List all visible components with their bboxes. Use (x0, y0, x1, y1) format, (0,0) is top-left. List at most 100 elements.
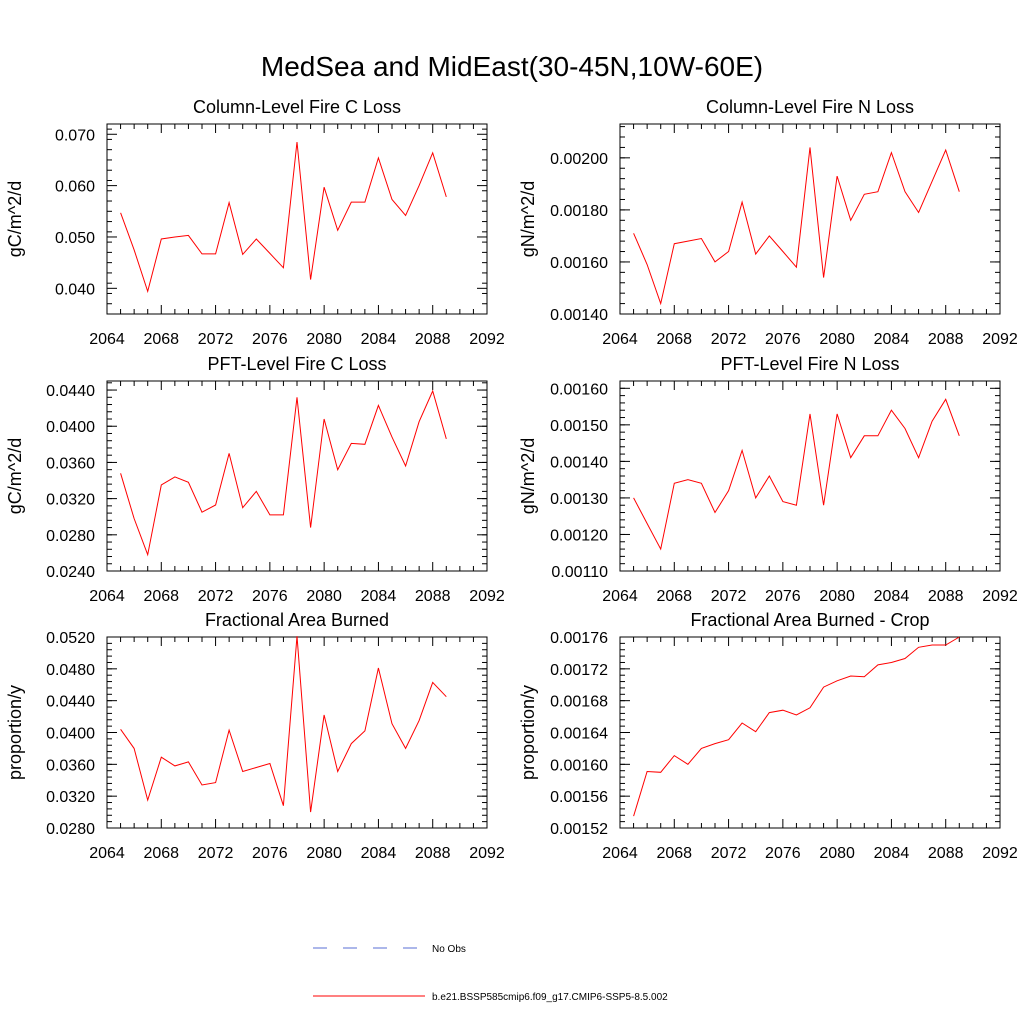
plot-frame (619, 636, 1001, 829)
x-tick-label: 2068 (656, 331, 692, 348)
data-point (160, 238, 162, 240)
x-tick-label: 2088 (928, 331, 964, 348)
y-tick-label: 0.0320 (46, 492, 95, 509)
data-point (714, 511, 716, 513)
data-point (337, 229, 339, 231)
data-point (404, 214, 406, 216)
data-point (863, 435, 865, 437)
y-tick-label: 0.00168 (550, 694, 608, 711)
data-point (364, 201, 366, 203)
x-tick-label: 2084 (361, 588, 397, 605)
data-point (958, 435, 960, 437)
data-point (418, 719, 420, 721)
x-tick-label: 2080 (819, 331, 855, 348)
data-point (632, 815, 634, 817)
x-tick-label: 2084 (874, 588, 910, 605)
chart-panel-1: Column-Level Fire C Loss gC/m^2/d 2064 2068… (5, 97, 505, 348)
data-point (377, 667, 379, 669)
data-point (782, 709, 784, 711)
data-point (350, 442, 352, 444)
x-tick-label: 2072 (198, 588, 234, 605)
data-point (364, 730, 366, 732)
x-tick-label: 2072 (711, 331, 747, 348)
series-line (120, 389, 447, 557)
data-point (337, 770, 339, 772)
data-point (214, 781, 216, 783)
data-point (228, 452, 230, 454)
data-point (809, 146, 811, 148)
data-point (673, 754, 675, 756)
data-point (201, 511, 203, 513)
data-point (296, 396, 298, 398)
data-point (133, 517, 135, 519)
y-tick-label: 0.00164 (550, 726, 608, 743)
y-tick-label: 0.00152 (550, 821, 608, 838)
y-axis-label: proportion/y (5, 685, 25, 780)
data-point (890, 661, 892, 663)
data-point (309, 526, 311, 528)
plot-frame (106, 123, 488, 315)
data-point (673, 243, 675, 245)
data-point (119, 728, 121, 730)
x-tick-label: 2068 (656, 845, 692, 862)
x-tick-label: 2092 (469, 588, 505, 605)
y-axis-label: gC/m^2/d (5, 181, 25, 257)
chart-panel-4: PFT-Level Fire N Loss gN/m^2/d 2064 2068 207… (518, 354, 1018, 605)
data-point (242, 770, 244, 772)
y-tick-label: 0.060 (55, 179, 95, 196)
x-tick-label: 2088 (415, 588, 451, 605)
data-point (391, 436, 393, 438)
panel-title: Fractional Area Burned (205, 610, 389, 630)
x-tick-label: 2088 (928, 588, 964, 605)
chart-panel-3: PFT-Level Fire C Loss gC/m^2/d 2064 2068 207… (5, 354, 505, 605)
y-tick-label: 0.00120 (550, 527, 608, 544)
data-point (174, 765, 176, 767)
panel-title: Column-Level Fire N Loss (706, 97, 914, 117)
x-tick-label: 2068 (143, 845, 179, 862)
data-point (822, 504, 824, 506)
data-point (782, 250, 784, 252)
y-tick-label: 0.00140 (550, 454, 608, 471)
x-tick-label: 2068 (143, 588, 179, 605)
x-tick-label: 2068 (143, 331, 179, 348)
data-point (646, 522, 648, 524)
data-point (309, 278, 311, 280)
data-point (404, 747, 406, 749)
series-line (633, 636, 960, 817)
data-point (700, 482, 702, 484)
data-point (269, 514, 271, 516)
panel-title: Column-Level Fire C Loss (193, 97, 401, 117)
data-point (714, 261, 716, 263)
panel-title: Fractional Area Burned - Crop (690, 610, 929, 630)
data-point (850, 675, 852, 677)
data-point (174, 476, 176, 478)
y-axis-label: proportion/y (518, 685, 538, 780)
x-tick-label: 2080 (306, 588, 342, 605)
data-point (836, 413, 838, 415)
y-tick-label: 0.00140 (550, 307, 608, 324)
data-point (201, 253, 203, 255)
x-tick-label: 2076 (765, 588, 801, 605)
x-tick-label: 2092 (469, 331, 505, 348)
data-point (877, 435, 879, 437)
data-point (809, 413, 811, 415)
data-point (673, 482, 675, 484)
data-point (945, 149, 947, 151)
x-tick-label: 2072 (711, 845, 747, 862)
data-point (160, 756, 162, 758)
data-point (214, 504, 216, 506)
x-tick-label: 2080 (819, 845, 855, 862)
data-point (755, 731, 757, 733)
data-point (309, 811, 311, 813)
data-point (404, 465, 406, 467)
x-tick-label: 2076 (252, 331, 288, 348)
x-tick-label: 2068 (656, 588, 692, 605)
x-tick-label: 2076 (765, 331, 801, 348)
data-point (269, 252, 271, 254)
y-tick-label: 0.00110 (551, 564, 608, 581)
data-point (822, 686, 824, 688)
data-point (768, 475, 770, 477)
chart-panel-6: Fractional Area Burned - Crop proportion/… (518, 610, 1018, 862)
data-point (687, 240, 689, 242)
data-point (917, 457, 919, 459)
